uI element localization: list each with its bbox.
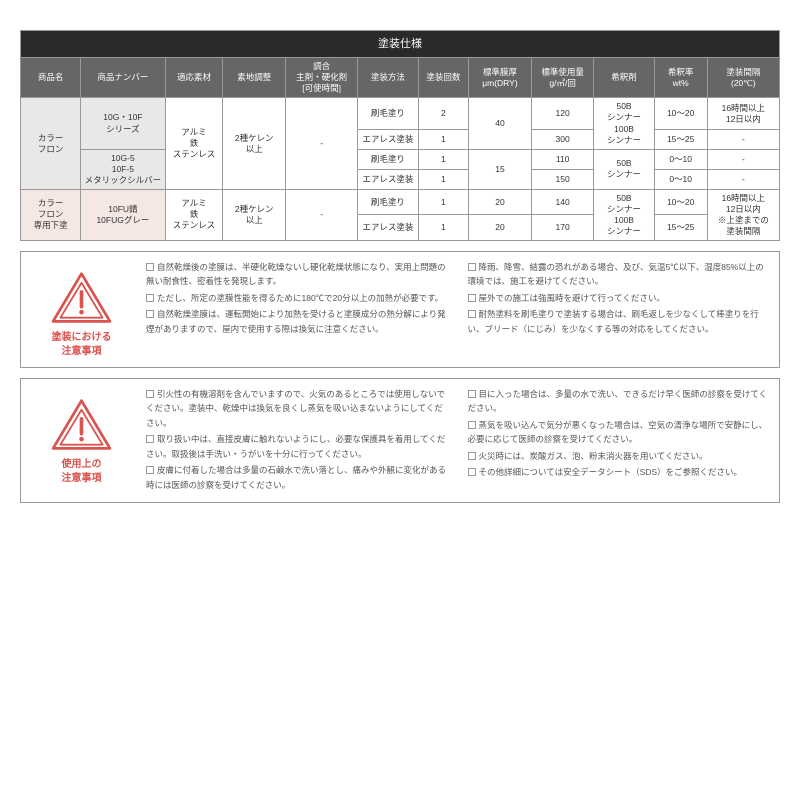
col-header: 希釈率wt% [654,58,707,98]
table-title: 塗装仕様 [21,31,780,58]
cell: 110 [531,149,594,169]
note-item: 引火性の有機溶剤を含んでいますので、火気のあるところでは使用しないでください。塗… [146,387,450,430]
cell: 150 [531,169,594,189]
cell: カラーフロン [21,98,81,189]
cell: 0～10 [654,169,707,189]
warning-icon [49,270,114,325]
note-item: 自然乾燥後の塗膜は、半硬化乾燥ないし硬化乾燥状態になり、実用上問題の無い耐食性、… [146,260,450,289]
table-row: 10G-510F-5メタリックシルバー刷毛塗り11511050Bシンナー0～10… [21,149,780,169]
cell: 15 [469,149,532,189]
cell: 140 [531,189,594,215]
note-item: その他詳細については安全データシート（SDS）をご参照ください。 [468,465,772,479]
cell: 20 [469,215,532,241]
col-header: 標準膜厚μm(DRY) [469,58,532,98]
cell: カラーフロン専用下塗 [21,189,81,240]
col-header: 商品ナンバー [81,58,165,98]
cell: 10～20 [654,98,707,130]
cell: 15～25 [654,215,707,241]
note-item: ただし、所定の塗膜性能を得るために180℃で20分以上の加熱が必要です。 [146,291,450,305]
cell: 50Bシンナー100Bシンナー [594,189,654,240]
cell: 1 [418,215,469,241]
table-row: カラーフロン10G・10Fシリーズアルミ鉄ステンレス2種ケレン以上-刷毛塗り24… [21,98,780,130]
coating-notes-box: 塗装における注意事項 自然乾燥後の塗膜は、半硬化乾燥ないし硬化乾燥状態になり、実… [20,251,780,368]
cell: 2種ケレン以上 [223,189,286,240]
cell: 刷毛塗り [358,98,418,130]
note-item: 取り扱い中は、直接皮膚に触れないようにし、必要な保護具を着用してください。取扱後… [146,432,450,461]
note-item: 皮膚に付着した場合は多量の石鹸水で洗い落とし、痛みや外観に変化がある時には医師の… [146,463,450,492]
cell: 1 [418,189,469,215]
col-header: 商品名 [21,58,81,98]
notes-col-right: 降雨、降雪、結露の恐れがある場合、及び、気温5℃以下、湿度85%以上の環境では、… [468,260,772,359]
usage-notes-label: 使用上の注意事項 [29,458,134,486]
coating-notes-label: 塗装における注意事項 [29,331,134,359]
cell: - [286,189,358,240]
cell: 50Bシンナー100Bシンナー [594,98,654,149]
cell: 1 [418,130,469,150]
coating-spec-table: 塗装仕様 商品名商品ナンバー適応素材素地調整調合主剤・硬化剤[可使時間]塗装方法… [20,30,780,241]
cell: - [707,149,779,169]
col-header: 標準使用量g/㎡/回 [531,58,594,98]
note-item: 降雨、降雪、結露の恐れがある場合、及び、気温5℃以下、湿度85%以上の環境では、… [468,260,772,289]
note-item: 耐熱塗料を刷毛塗りで塗装する場合は、刷毛返しを少なくして棒塗りを行い、ブリード（… [468,307,772,336]
cell: 0～10 [654,149,707,169]
note-item: 蒸気を吸い込んで気分が悪くなった場合は、空気の清浄な場所で安静にし、必要に応じて… [468,418,772,447]
cell: - [286,98,358,189]
col-header: 塗装回数 [418,58,469,98]
col-header: 塗装間隔(20℃) [707,58,779,98]
col-header: 希釈剤 [594,58,654,98]
cell: エアレス塗装 [358,215,418,241]
note-item: 目に入った場合は、多量の水で洗い、できるだけ早く医師の診察を受けてください。 [468,387,772,416]
cell: 20 [469,189,532,215]
note-item: 火災時には、炭酸ガス、泡、粉末消火器を用いてください。 [468,449,772,463]
cell: 1 [418,149,469,169]
cell: 300 [531,130,594,150]
cell: 10G-510F-5メタリックシルバー [81,149,165,189]
cell: 40 [469,98,532,149]
cell: アルミ鉄ステンレス [165,189,223,240]
notes-col-left: 引火性の有機溶剤を含んでいますので、火気のあるところでは使用しないでください。塗… [146,387,450,494]
cell: アルミ鉄ステンレス [165,98,223,189]
col-header: 適応素材 [165,58,223,98]
cell: 16時間以上12日以内 [707,98,779,130]
cell: エアレス塗装 [358,130,418,150]
cell: 15～25 [654,130,707,150]
notes-col-left: 自然乾燥後の塗膜は、半硬化乾燥ないし硬化乾燥状態になり、実用上問題の無い耐食性、… [146,260,450,359]
warning-icon [49,397,114,452]
cell: 10FU錆10FUGグレー [81,189,165,240]
table-row: カラーフロン専用下塗10FU錆10FUGグレーアルミ鉄ステンレス2種ケレン以上-… [21,189,780,215]
cell: 50Bシンナー [594,149,654,189]
cell: 刷毛塗り [358,189,418,215]
col-header: 素地調整 [223,58,286,98]
usage-notes-box: 使用上の注意事項 引火性の有機溶剤を含んでいますので、火気のあるところでは使用し… [20,378,780,503]
notes-col-right: 目に入った場合は、多量の水で洗い、できるだけ早く医師の診察を受けてください。蒸気… [468,387,772,494]
cell: 2 [418,98,469,130]
cell: 120 [531,98,594,130]
col-header: 塗装方法 [358,58,418,98]
cell: - [707,169,779,189]
note-item: 屋外での施工は強風時を避けて行ってください。 [468,291,772,305]
cell: 刷毛塗り [358,149,418,169]
cell: エアレス塗装 [358,169,418,189]
cell: 16時間以上12日以内※上塗までの塗装間隔 [707,189,779,240]
cell: 10～20 [654,189,707,215]
cell: - [707,130,779,150]
col-header: 調合主剤・硬化剤[可使時間] [286,58,358,98]
note-item: 自然乾燥塗膜は、運転開始により加熱を受けると塗膜成分の熱分解により発煙があります… [146,307,450,336]
cell: 2種ケレン以上 [223,98,286,189]
cell: 10G・10Fシリーズ [81,98,165,149]
cell: 170 [531,215,594,241]
cell: 1 [418,169,469,189]
